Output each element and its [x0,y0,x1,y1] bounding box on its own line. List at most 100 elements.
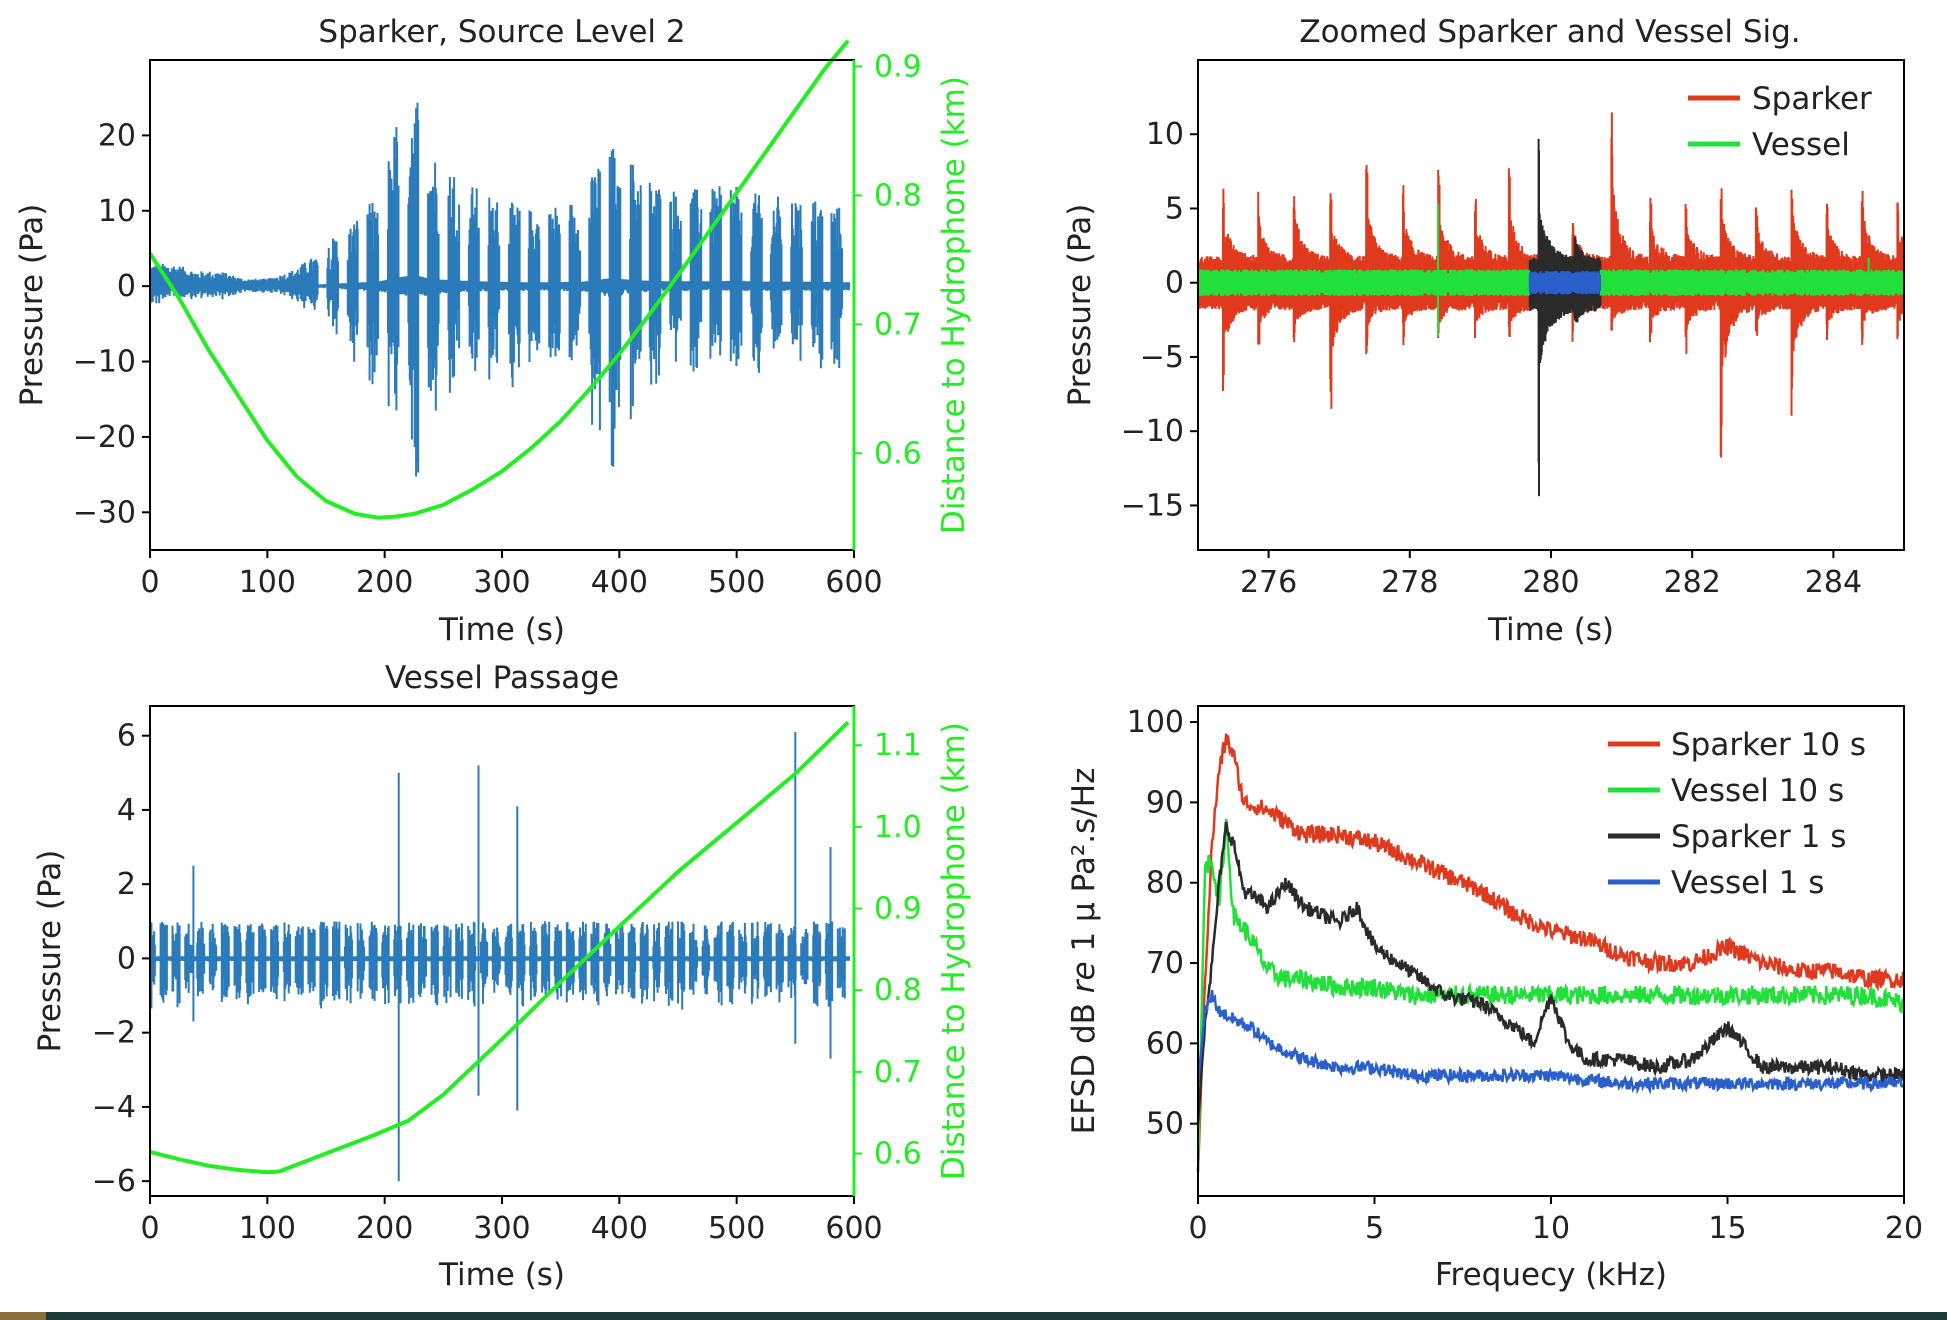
series-line-sparker-1-s [1196,821,1906,1124]
series-line-vessel-10-s [1196,818,1906,1172]
y-tick-label: 90 [1146,785,1184,820]
x-axis-label: Time (s) [1487,612,1614,648]
y2-tick-label: 0.9 [874,49,922,84]
x-tick-label: 0 [1188,1211,1207,1246]
plot-area [1197,112,1905,497]
x-tick-label: 200 [356,1211,413,1246]
chart-title: Sparker, Source Level 2 [318,14,685,50]
y-tick-label: 6 [117,719,136,754]
y-tick-label: 10 [98,194,136,229]
x-tick-label: 500 [708,1211,765,1246]
y-axis-label-italic: re [1066,961,1102,993]
y-axis-label-part: 1 μ Pa².s/Hz [1066,768,1102,962]
y-axis-label: Pressure (Pa) [14,204,50,407]
y-tick-label: 70 [1146,946,1184,981]
y2-tick-label: 1.0 [874,810,922,845]
legend: Sparker 10 s Vessel 10 s Sparker 1 s Ves… [1608,727,1866,901]
y-tick-label: 50 [1146,1107,1184,1142]
y2-tick-label: 1.1 [874,728,922,763]
y2-tick-label: 0.9 [874,892,922,927]
y2-tick-label: 0.7 [874,307,922,342]
x-tick-label: 282 [1664,565,1721,600]
axes-frame [149,705,855,1197]
legend-label-vessel-1s: Vessel 1 s [1671,865,1824,901]
y-tick-label: 2 [117,867,136,902]
y-tick-label: −10 [73,345,136,380]
axes-ticks: 0 100 200 300 400 500 600 −6 −4 −2 0 2 4 6 0.6 0.7 0.8 0.… [92,719,922,1246]
axes-ticks: 0 5 10 15 20 50 60 70 80 90 100 [1127,705,1923,1246]
y-tick-label: −6 [92,1164,136,1199]
right-axis-label: Distance to Hydrophone (km) [936,722,972,1180]
y-tick-label: 5 [1165,191,1184,226]
y-tick-label: 10 [1146,117,1184,152]
y-tick-label: −5 [1140,340,1184,375]
y-tick-label: 100 [1127,705,1184,740]
x-tick-label: 500 [708,565,765,600]
y-axis-label: EFSD dB re 1 μ Pa².s/Hz [1066,768,1102,1135]
axes-frame [149,59,855,551]
right-axis-label: Distance to Hydrophone (km) [936,76,972,534]
y2-tick-label: 0.6 [874,1137,922,1172]
x-tick-label: 5 [1365,1211,1384,1246]
y2-tick-label: 0.8 [874,178,922,213]
legend-label-vessel-10s: Vessel 10 s [1671,773,1844,809]
x-tick-label: 278 [1381,565,1438,600]
panel-sparker-source-level: Sparker, Source Level 2 0 100 200 300 400 500… [14,14,972,648]
chart-title: Zoomed Sparker and Vessel Sig. [1299,14,1800,50]
x-tick-label: 20 [1885,1211,1923,1246]
y-tick-label: −4 [92,1090,136,1125]
legend-label-sparker-10s: Sparker 10 s [1671,727,1866,763]
distance-line [148,39,850,520]
y-tick-label: −30 [73,495,136,530]
legend: Sparker Vessel [1688,81,1872,163]
x-tick-label: 600 [825,565,882,600]
x-axis-label: Frequecy (kHz) [1435,1257,1667,1293]
y-axis-label: Pressure (Pa) [1062,204,1098,407]
y-tick-label: 0 [117,269,136,304]
x-axis-label: Time (s) [438,1257,565,1293]
y-tick-label: −2 [92,1016,136,1051]
y-axis-label-part: EFSD dB [1066,993,1102,1134]
x-tick-label: 300 [473,565,530,600]
x-tick-label: 300 [473,1211,530,1246]
x-tick-label: 400 [591,565,648,600]
y2-tick-label: 0.8 [874,973,922,1008]
x-tick-label: 100 [239,1211,296,1246]
y-axis-label: Pressure (Pa) [32,850,68,1053]
plot-area [1196,733,1906,1172]
series-line-vessel-1-s [1196,989,1905,1095]
legend-label-sparker-1s: Sparker 1 s [1671,819,1846,855]
distance-line [149,720,850,1175]
pressure-trace [149,732,851,1182]
legend-label-sparker: Sparker [1752,81,1872,117]
panel-zoomed-sparker-vessel: Zoomed Sparker and Vessel Sig. 276 278 280… [1062,14,1905,648]
axes-ticks: 276 278 280 282 284 −15 −10 −5 0 5 10 [1121,117,1862,600]
taskbar-corner [0,1312,46,1320]
y-tick-label: −10 [1121,414,1184,449]
y-tick-label: 80 [1146,866,1184,901]
y2-tick-label: 0.7 [874,1055,922,1090]
x-tick-label: 10 [1532,1211,1570,1246]
plot-area [148,39,851,520]
plot-area [149,720,851,1182]
x-tick-label: 200 [356,565,413,600]
series-line-sparker-10-s [1196,733,1906,1172]
x-tick-label: 0 [140,565,159,600]
y-tick-label: 20 [98,118,136,153]
x-tick-label: 600 [825,1211,882,1246]
y-tick-label: 0 [1165,266,1184,301]
y-tick-label: 0 [117,941,136,976]
panel-efsd-spectrum: 0 5 10 15 20 50 60 70 80 90 100 Frequecy (kHz) EFS… [1066,705,1923,1293]
y-tick-label: −15 [1121,488,1184,523]
vessel-1s-trace [1528,270,1602,295]
sparker-1s-trace [1528,138,1602,497]
x-tick-label: 100 [239,565,296,600]
y2-tick-label: 0.6 [874,436,922,471]
y-tick-label: 60 [1146,1026,1184,1061]
axes-ticks: 0 100 200 300 400 500 600 −30 −20 −10 0 10 20 0.6 0.7 0… [73,49,922,600]
x-tick-label: 400 [591,1211,648,1246]
x-axis-label: Time (s) [438,612,565,648]
x-tick-label: 0 [140,1211,159,1246]
x-tick-label: 284 [1805,565,1862,600]
